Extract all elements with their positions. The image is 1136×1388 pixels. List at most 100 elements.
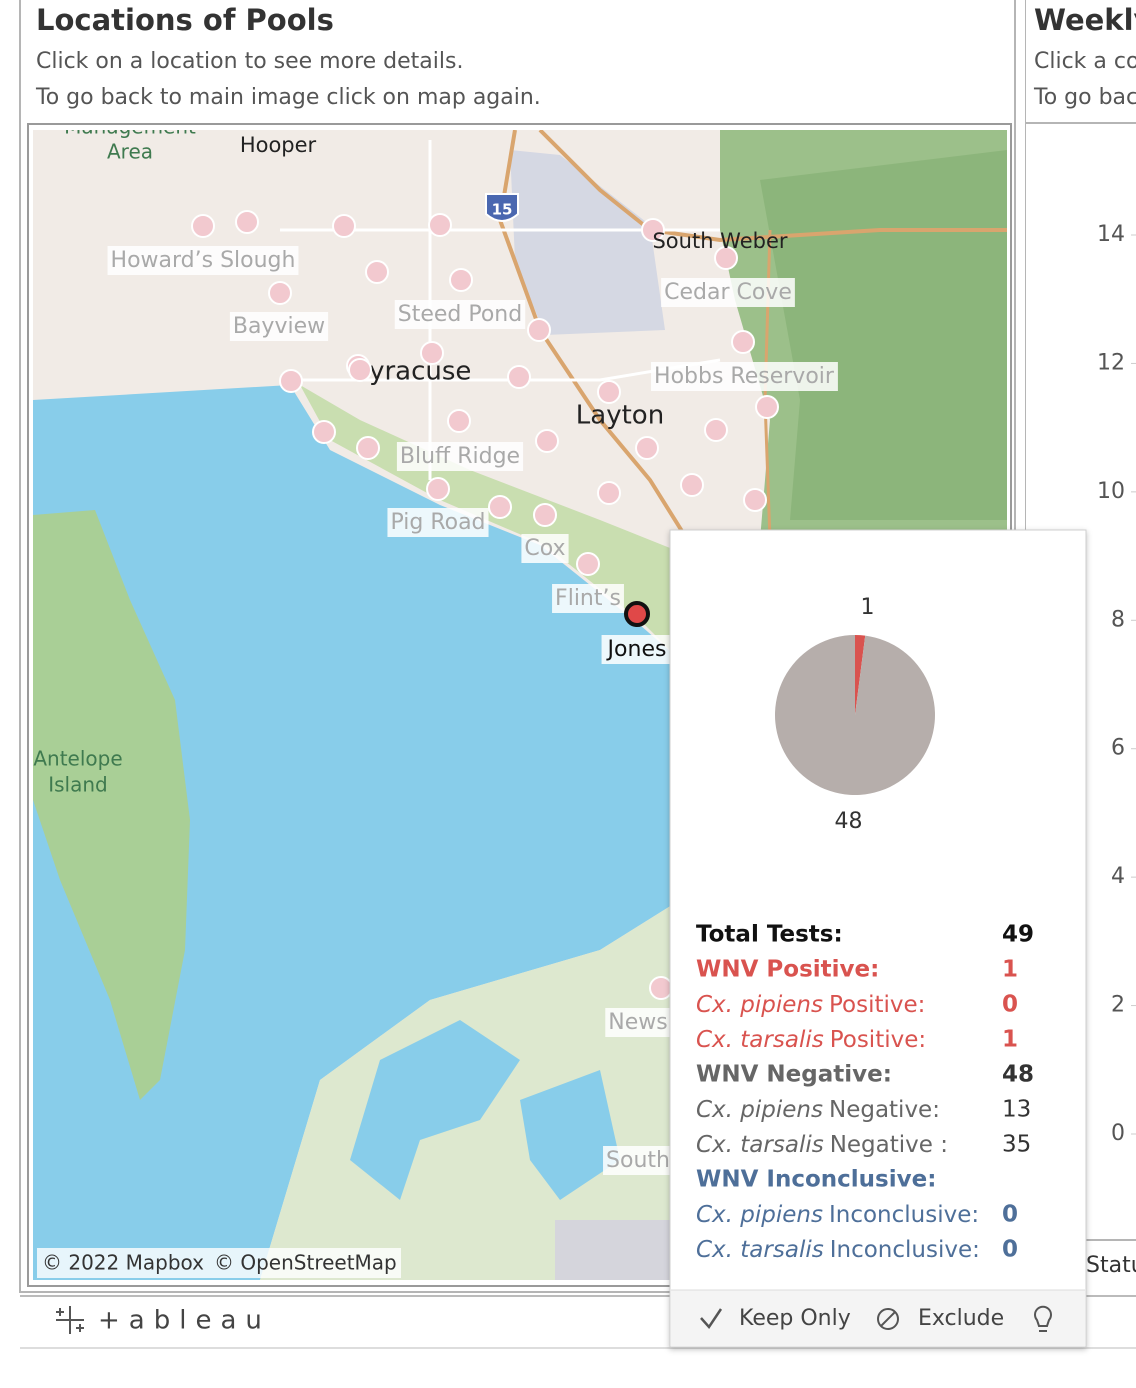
action-keep-only[interactable]: Keep Only xyxy=(739,1306,851,1331)
place-label: Management xyxy=(64,115,196,139)
pool-marker[interactable] xyxy=(597,481,621,505)
species: Cx. pipiens xyxy=(696,1097,823,1123)
place-label: Antelope xyxy=(33,747,122,771)
row-label: WNV Positive: xyxy=(696,957,879,983)
place-label: Syracuse xyxy=(353,357,472,387)
pool-marker[interactable] xyxy=(488,495,512,519)
bulb-icon[interactable] xyxy=(1034,1305,1052,1332)
y-tick-label: 14 xyxy=(1097,222,1125,247)
pool-marker[interactable] xyxy=(420,341,444,365)
attribution[interactable]: © OpenStreetMap xyxy=(214,1251,397,1275)
label-bg xyxy=(601,635,671,664)
exclude-icon[interactable] xyxy=(877,1308,899,1330)
antelope-island xyxy=(33,510,190,1100)
row-value: 48 xyxy=(1002,1062,1034,1088)
road xyxy=(538,130,1007,243)
y-tick-label: 8 xyxy=(1111,607,1125,632)
pool-label[interactable]: Cox xyxy=(524,536,565,561)
pool-marker[interactable] xyxy=(635,436,659,460)
pool-marker[interactable] xyxy=(714,246,738,270)
y-tick-label: 6 xyxy=(1111,736,1125,761)
lake xyxy=(33,385,680,1280)
pool-marker[interactable] xyxy=(191,214,215,238)
label-bg xyxy=(603,1146,673,1175)
ponds xyxy=(520,1070,620,1200)
pool-marker[interactable] xyxy=(356,436,380,460)
pool-marker[interactable] xyxy=(576,552,600,576)
row-value: 13 xyxy=(1002,1097,1031,1123)
pool-label[interactable]: Pig Road xyxy=(390,510,485,535)
panel-title: Weekly xyxy=(1034,3,1136,37)
pool-marker[interactable] xyxy=(312,420,336,444)
pool-label[interactable]: Howard’s Slough xyxy=(111,248,296,273)
action-exclude[interactable]: Exclude xyxy=(918,1306,1004,1331)
row-label: Total Tests: xyxy=(696,922,843,948)
tableau-icon[interactable] xyxy=(56,1306,84,1334)
pool-marker[interactable] xyxy=(279,369,303,393)
label-bg xyxy=(661,278,795,307)
attribution[interactable]: © 2022 Mapbox xyxy=(42,1251,204,1275)
brand[interactable]: +ableau xyxy=(98,1306,271,1336)
pool-marker[interactable] xyxy=(533,503,557,527)
pool-marker[interactable] xyxy=(235,210,259,234)
row-label: Cx. tarsalis Inconclusive: xyxy=(696,1237,980,1263)
pool-marker[interactable] xyxy=(535,429,559,453)
pool-label[interactable]: Bluff Ridge xyxy=(400,444,520,469)
pool-marker[interactable] xyxy=(426,477,450,501)
pool-marker[interactable] xyxy=(447,409,471,433)
pool-marker[interactable] xyxy=(428,213,452,237)
panel-footer: Statu xyxy=(1086,1253,1136,1278)
species: Cx. pipiens xyxy=(696,992,823,1018)
panel-title: Locations of Pools xyxy=(36,3,334,37)
pool-marker[interactable] xyxy=(755,395,779,419)
label-bg xyxy=(229,312,329,341)
label-bg xyxy=(552,584,624,613)
instruction: To go back to main image click on map ag… xyxy=(35,85,541,110)
pool-marker[interactable] xyxy=(743,488,767,512)
pool-marker[interactable] xyxy=(268,281,292,305)
pool-label[interactable]: News xyxy=(608,1010,667,1035)
pool-marker[interactable] xyxy=(731,330,755,354)
pool-label[interactable]: Flint’s xyxy=(555,586,621,611)
pool-marker[interactable] xyxy=(332,214,356,238)
place-label: Area xyxy=(107,140,153,164)
check-icon[interactable] xyxy=(700,1308,723,1330)
map[interactable]: 15 ManagementArea Hooper South Weber Syracu… xyxy=(33,115,1007,1281)
pool-marker[interactable] xyxy=(641,218,665,242)
pool-marker[interactable] xyxy=(649,976,673,1000)
pool-marker[interactable] xyxy=(704,418,728,442)
row-label: WNV Inconclusive: xyxy=(696,1167,936,1193)
row-value: 35 xyxy=(1002,1132,1031,1158)
row-label: Cx. pipiens Negative: xyxy=(696,1097,940,1123)
pool-label[interactable]: Bayview xyxy=(233,314,325,339)
selected-pool[interactable] xyxy=(624,601,650,627)
place-label: South Weber xyxy=(652,229,787,253)
label: Inconclusive: xyxy=(829,1202,979,1228)
pie-label: 1 xyxy=(861,595,875,620)
pool-label[interactable]: Hobbs Reservoir xyxy=(654,364,835,389)
industrial xyxy=(555,1220,670,1280)
species: Cx. tarsalis xyxy=(696,1132,824,1158)
place-label: Layton xyxy=(576,401,664,431)
pool-marker[interactable] xyxy=(365,260,389,284)
y-tick-label: 0 xyxy=(1111,1121,1125,1146)
pool-marker[interactable] xyxy=(597,380,621,404)
label-bg xyxy=(605,1008,671,1037)
pool-label[interactable]: Cedar Cove xyxy=(664,280,792,305)
attribution-bg xyxy=(37,1248,401,1278)
pool-marker[interactable] xyxy=(527,318,551,342)
pie-slice[interactable] xyxy=(855,635,866,715)
pool-label[interactable]: South xyxy=(606,1148,670,1173)
row-label: Cx. tarsalis Positive: xyxy=(696,1027,926,1053)
pool-marker[interactable] xyxy=(507,365,531,389)
pool-marker[interactable] xyxy=(348,358,372,382)
pool-label[interactable]: Steed Pond xyxy=(398,302,522,327)
pool-marker[interactable] xyxy=(449,268,473,292)
pool-marker[interactable] xyxy=(680,473,704,497)
row-label: WNV Negative: xyxy=(696,1062,892,1088)
species: Cx. pipiens xyxy=(696,1202,823,1228)
label: Negative : xyxy=(830,1132,948,1158)
pie-slice[interactable] xyxy=(774,635,935,795)
row-value: 0 xyxy=(1002,1237,1018,1263)
